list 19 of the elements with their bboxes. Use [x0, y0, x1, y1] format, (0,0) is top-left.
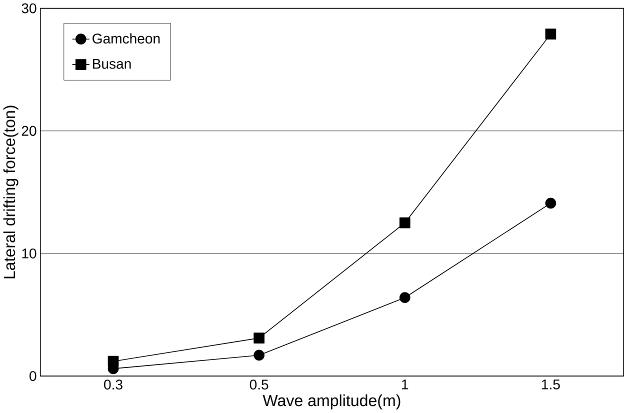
- x-tick-label: 1.5: [542, 380, 560, 390]
- y-tick-label: 0: [30, 371, 36, 382]
- point: [399, 292, 410, 304]
- y-axis-title: Lateral drifting force(ton): [3, 106, 18, 278]
- point: [254, 332, 264, 344]
- y-tick-label: 20: [22, 126, 36, 136]
- y-tick-label: 10: [22, 248, 36, 259]
- x-tick-label: 1: [402, 380, 408, 390]
- point: [254, 350, 264, 361]
- point: [545, 198, 556, 209]
- point: [108, 356, 119, 367]
- point: [399, 218, 410, 228]
- y-tick-label: 30: [22, 3, 36, 14]
- x-tick-label: 0.3: [104, 380, 122, 390]
- x-tick-label: 0.5: [250, 380, 268, 390]
- legend-label: Gamcheon: [92, 33, 160, 44]
- x-axis-title: Wave amplitude(m): [262, 394, 400, 410]
- point: [545, 28, 556, 40]
- legend-label: Busan: [92, 59, 131, 69]
